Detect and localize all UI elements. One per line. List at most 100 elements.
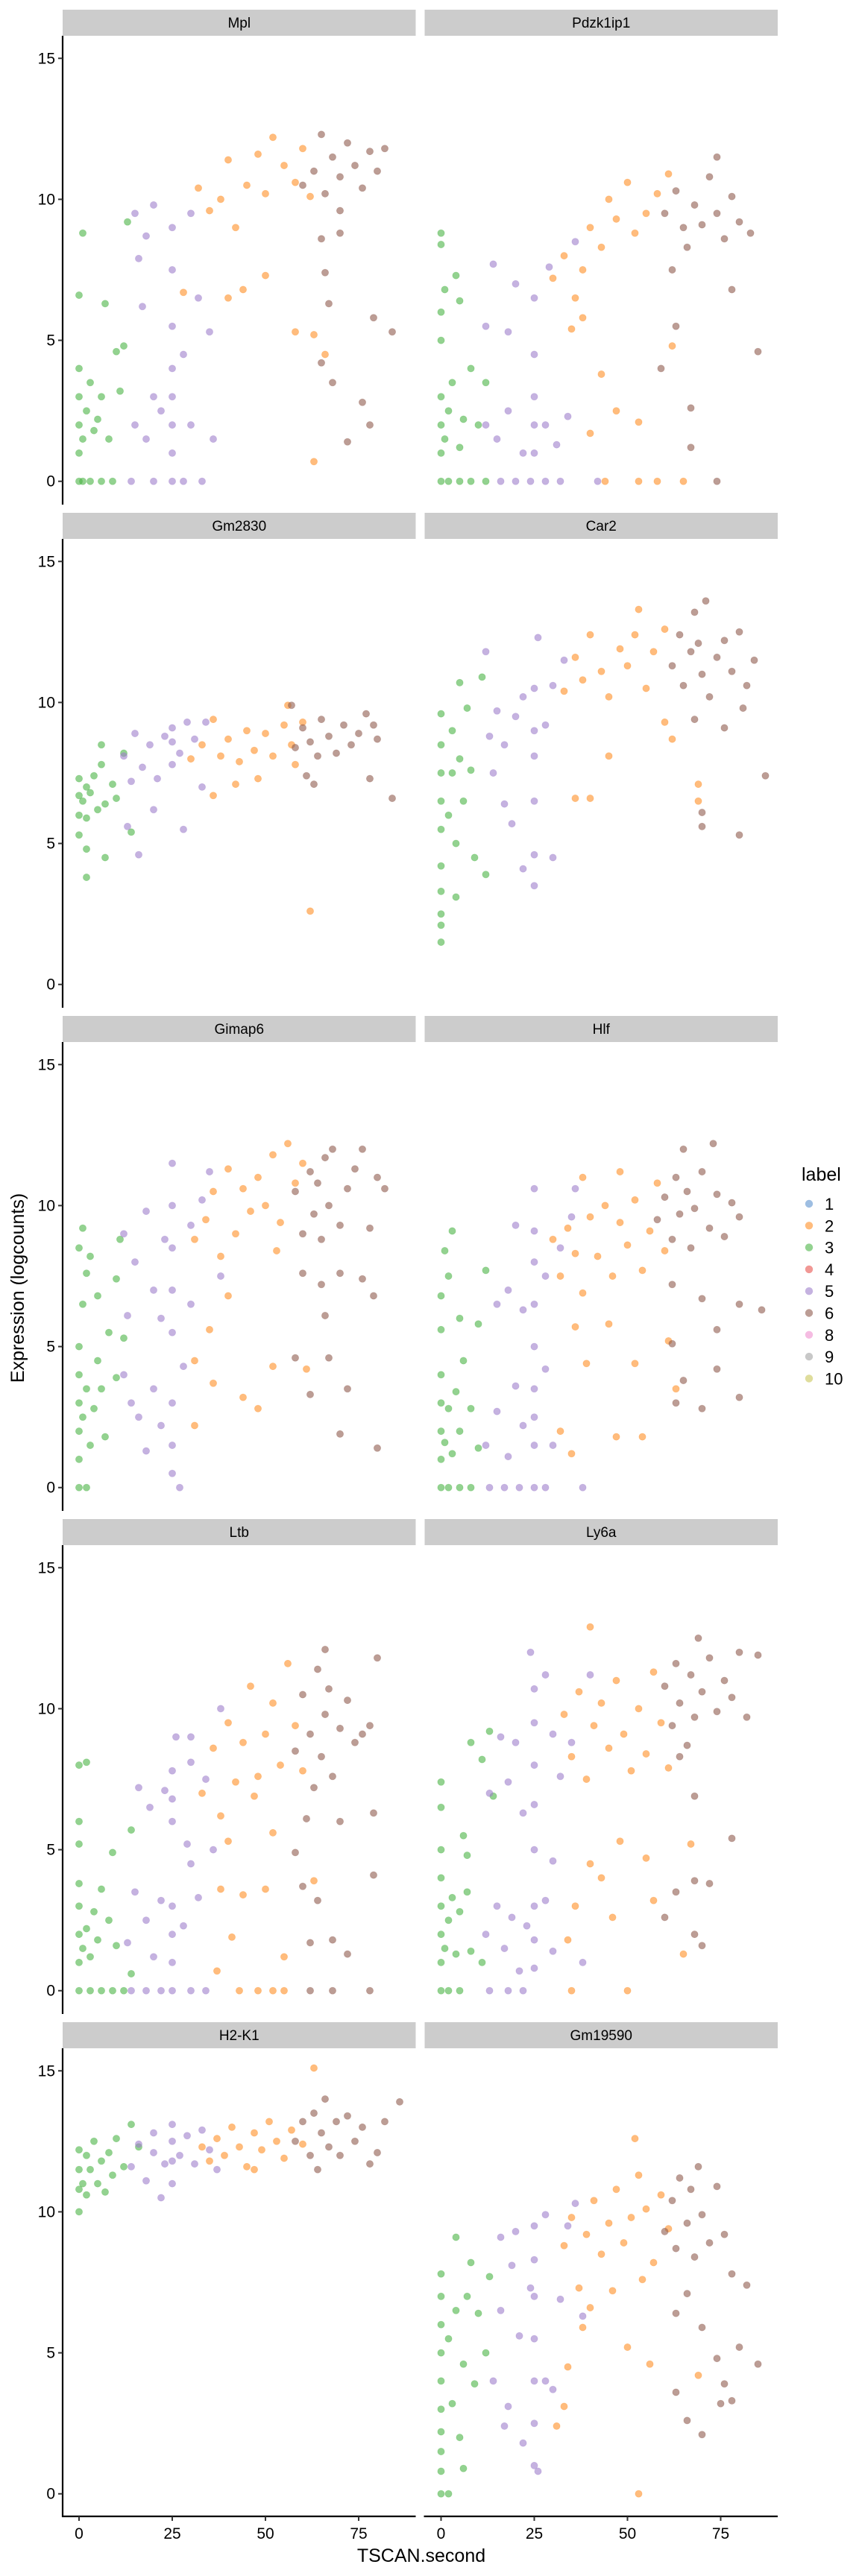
data-point-label-3 xyxy=(83,1925,91,1933)
data-point-label-2 xyxy=(309,2064,318,2072)
data-point-label-5 xyxy=(186,209,195,218)
data-point-label-6 xyxy=(306,2151,314,2159)
data-point-label-3 xyxy=(437,921,445,929)
data-point-label-2 xyxy=(564,1936,572,1944)
data-point-label-6 xyxy=(672,1888,680,1896)
data-point-label-5 xyxy=(530,294,538,302)
data-point-label-6 xyxy=(339,721,347,729)
data-point-label-3 xyxy=(108,1986,116,1995)
data-point-label-2 xyxy=(250,2129,258,2137)
data-point-label-2 xyxy=(623,2343,632,2351)
data-point-label-3 xyxy=(75,1840,84,1848)
data-point-label-5 xyxy=(586,1670,594,1679)
data-point-label-6 xyxy=(317,2129,325,2137)
data-point-label-5 xyxy=(168,1399,176,1407)
data-point-label-3 xyxy=(456,1427,464,1436)
data-point-label-5 xyxy=(579,2312,587,2320)
data-point-label-2 xyxy=(623,1241,632,1249)
data-point-label-2 xyxy=(608,2287,617,2295)
data-point-label-2 xyxy=(612,215,620,223)
legend-label: 1 xyxy=(825,1195,834,1213)
data-point-label-2 xyxy=(653,189,661,198)
data-point-label-6 xyxy=(728,667,736,675)
data-point-label-5 xyxy=(549,1442,557,1450)
facet-strip-label: Hlf xyxy=(593,1022,611,1038)
data-point-label-6 xyxy=(313,1179,321,1187)
data-point-label-6 xyxy=(332,2118,340,2126)
data-point-label-2 xyxy=(216,752,224,760)
data-point-label-2 xyxy=(567,2213,576,2221)
data-point-label-2 xyxy=(213,1967,221,1975)
data-point-label-2 xyxy=(579,265,587,274)
data-point-label-2 xyxy=(179,288,187,297)
data-point-label-6 xyxy=(365,2160,374,2168)
data-point-label-2 xyxy=(567,325,576,333)
data-point-label-3 xyxy=(456,1314,464,1322)
data-point-label-3 xyxy=(79,1413,87,1421)
data-point-label-5 xyxy=(571,2200,579,2208)
data-point-label-3 xyxy=(94,1936,102,1944)
data-point-label-2 xyxy=(194,184,202,192)
data-point-label-6 xyxy=(705,1879,714,1887)
data-point-label-6 xyxy=(661,1913,669,1922)
data-point-label-5 xyxy=(175,749,183,757)
data-point-label-6 xyxy=(291,1187,299,1196)
data-point-label-3 xyxy=(83,407,91,415)
data-point-label-3 xyxy=(79,477,87,485)
data-point-label-3 xyxy=(463,704,471,713)
data-point-label-5 xyxy=(541,2377,550,2385)
data-point-label-5 xyxy=(549,1947,557,1955)
data-point-label-2 xyxy=(309,330,318,338)
data-point-label-6 xyxy=(687,1670,695,1679)
data-point-label-5 xyxy=(541,477,550,485)
data-point-label-6 xyxy=(306,1168,314,1176)
data-point-label-6 xyxy=(306,1730,314,1738)
data-point-label-6 xyxy=(332,749,340,757)
data-point-label-3 xyxy=(119,1334,128,1342)
data-point-label-3 xyxy=(467,766,475,774)
data-point-label-5 xyxy=(179,350,187,359)
data-point-label-6 xyxy=(343,1184,351,1193)
data-point-label-5 xyxy=(549,853,557,862)
data-point-label-2 xyxy=(190,1421,198,1430)
data-point-label-5 xyxy=(526,2284,535,2292)
data-point-label-3 xyxy=(467,1738,475,1746)
data-point-label-6 xyxy=(687,443,695,452)
data-point-label-5 xyxy=(142,1986,150,1995)
data-point-label-5 xyxy=(168,449,176,457)
data-point-label-6 xyxy=(698,1404,706,1412)
data-point-label-6 xyxy=(336,2151,344,2159)
data-point-label-6 xyxy=(713,209,721,218)
data-point-label-3 xyxy=(123,218,131,226)
data-point-label-2 xyxy=(235,1986,243,1995)
legend-item: 6 xyxy=(805,1304,834,1323)
data-point-label-5 xyxy=(512,2227,520,2235)
data-point-label-2 xyxy=(579,1173,587,1181)
data-point-label-5 xyxy=(482,322,490,330)
data-point-label-2 xyxy=(216,1885,224,1893)
data-points xyxy=(75,2064,404,2216)
data-point-label-6 xyxy=(728,2270,736,2278)
data-point-label-6 xyxy=(713,1190,721,1199)
data-point-label-2 xyxy=(579,1289,587,1297)
data-point-label-3 xyxy=(456,2434,464,2442)
data-point-label-2 xyxy=(616,1219,624,1227)
data-point-label-2 xyxy=(623,178,632,186)
data-point-label-3 xyxy=(104,1328,113,1336)
data-point-label-5 xyxy=(142,2176,150,2185)
data-point-label-2 xyxy=(571,1249,579,1257)
data-point-label-3 xyxy=(75,831,84,839)
data-point-label-6 xyxy=(365,148,374,156)
data-point-label-5 xyxy=(168,738,176,746)
data-point-label-2 xyxy=(239,1184,247,1193)
data-point-label-3 xyxy=(437,2270,445,2278)
data-point-label-5 xyxy=(530,2461,538,2469)
data-point-label-2 xyxy=(623,662,632,670)
data-point-label-5 xyxy=(168,2179,176,2188)
data-point-label-3 xyxy=(467,1483,475,1491)
data-point-label-3 xyxy=(437,2428,445,2436)
data-point-label-6 xyxy=(354,730,362,738)
data-point-label-5 xyxy=(127,777,135,786)
facet-strip xyxy=(63,10,416,36)
